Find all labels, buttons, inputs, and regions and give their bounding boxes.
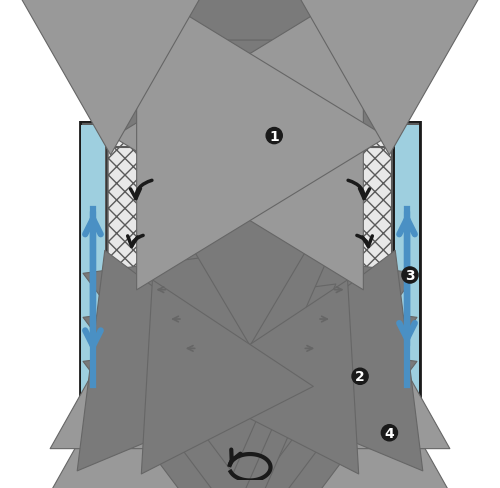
Text: 2: 2 [355, 369, 365, 384]
Text: 3: 3 [405, 268, 415, 283]
Polygon shape [224, 440, 276, 455]
Circle shape [402, 267, 418, 284]
Polygon shape [108, 147, 232, 409]
Polygon shape [394, 125, 419, 409]
Polygon shape [81, 125, 106, 409]
Circle shape [266, 128, 282, 144]
Polygon shape [137, 122, 363, 147]
Polygon shape [232, 395, 268, 409]
Circle shape [382, 425, 398, 441]
Polygon shape [94, 413, 406, 465]
Polygon shape [137, 147, 363, 395]
Polygon shape [236, 431, 264, 453]
Polygon shape [268, 147, 392, 409]
Polygon shape [393, 122, 420, 411]
Polygon shape [240, 395, 260, 431]
Circle shape [352, 368, 368, 385]
Text: 4: 4 [384, 426, 394, 440]
Polygon shape [80, 122, 107, 411]
Polygon shape [108, 122, 137, 147]
Polygon shape [363, 122, 392, 147]
Polygon shape [80, 411, 420, 473]
Text: 1: 1 [270, 129, 279, 143]
Polygon shape [223, 125, 277, 308]
Polygon shape [66, 122, 434, 480]
